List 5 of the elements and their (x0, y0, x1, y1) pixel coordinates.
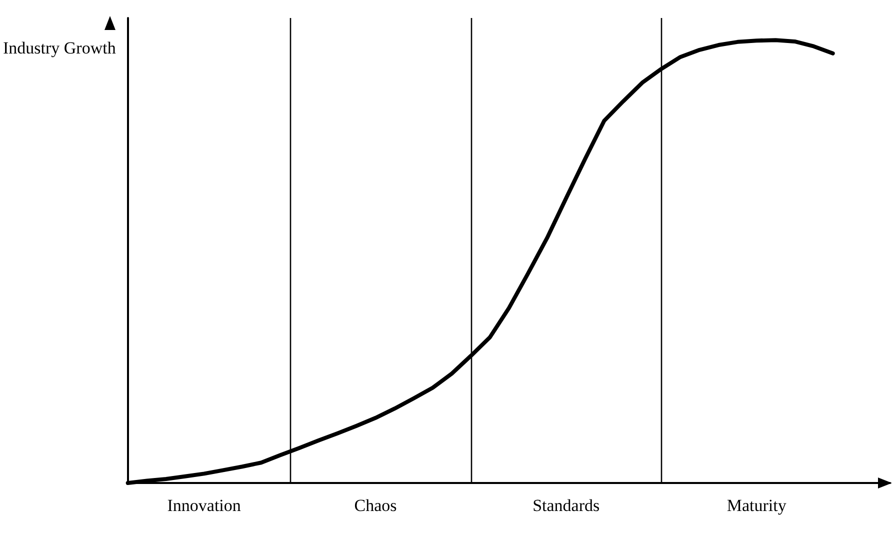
y-axis-title: Industry Growth (2, 38, 116, 58)
x-tick-label: Innovation (167, 496, 242, 515)
x-tick-label: Standards (532, 496, 600, 515)
x-tick-label: Maturity (726, 496, 787, 515)
x-tick-label: Chaos (354, 496, 397, 515)
